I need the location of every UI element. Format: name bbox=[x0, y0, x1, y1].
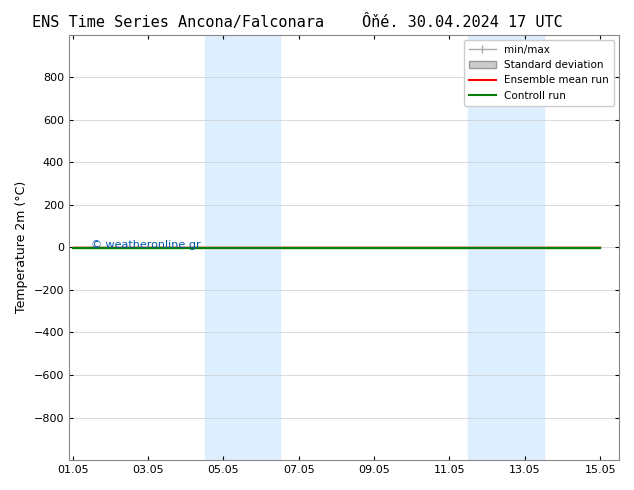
Legend: min/max, Standard deviation, Ensemble mean run, Controll run: min/max, Standard deviation, Ensemble me… bbox=[464, 40, 614, 106]
Text: © weatheronline.gr: © weatheronline.gr bbox=[91, 240, 200, 250]
Text: ENS Time Series Ancona/Falconara: ENS Time Series Ancona/Falconara bbox=[32, 15, 323, 30]
Y-axis label: Temperature 2m (°C): Temperature 2m (°C) bbox=[15, 181, 28, 314]
Text: Ôňé. 30.04.2024 17 UTC: Ôňé. 30.04.2024 17 UTC bbox=[363, 15, 563, 30]
Bar bbox=[469, 35, 543, 460]
Bar bbox=[205, 35, 280, 460]
